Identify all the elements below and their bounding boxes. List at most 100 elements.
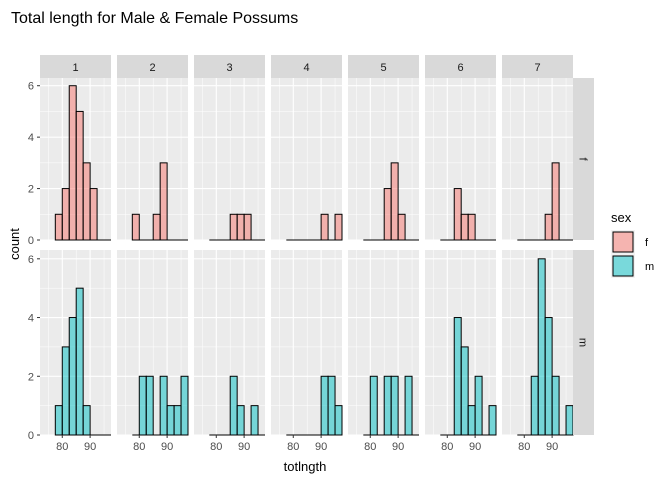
- legend-label-f: f: [645, 237, 649, 249]
- facet-panel-f-6: [425, 78, 496, 241]
- legend-label-m: m: [645, 261, 654, 273]
- histogram-bar: [334, 405, 343, 436]
- histogram-bar: [159, 375, 168, 436]
- column-strip-bg: [40, 55, 111, 78]
- panel-background: [348, 78, 419, 240]
- x-tick-label: 80: [133, 441, 145, 453]
- facet-panels: [40, 78, 574, 436]
- row-strip-bg: [573, 78, 594, 240]
- facet-panel-f-3: [194, 78, 265, 241]
- histogram-bar: [68, 85, 77, 241]
- histogram-bar: [467, 213, 476, 241]
- histogram-bar: [551, 162, 560, 241]
- histogram-bar: [159, 162, 168, 241]
- histogram-bar: [68, 317, 77, 436]
- x-tick-label: 90: [392, 441, 404, 453]
- panel-background: [194, 250, 265, 435]
- histogram-bar: [383, 188, 392, 241]
- column-strip-bg: [194, 55, 265, 78]
- histogram-bar: [565, 405, 574, 436]
- y-tick-label: 2: [28, 184, 34, 196]
- histogram-bar: [320, 213, 329, 241]
- x-tick-label: 90: [238, 441, 250, 453]
- y-tick-label: 2: [28, 371, 34, 383]
- panel-background: [194, 78, 265, 240]
- facet-panel-f-2: [117, 78, 188, 241]
- x-axis-title: totlngth: [284, 459, 327, 474]
- x-tick-label: 90: [546, 441, 558, 453]
- facet-panel-m-1: [40, 250, 111, 436]
- column-strip-bg: [271, 55, 342, 78]
- x-tick-label: 80: [210, 441, 222, 453]
- histogram-bar: [166, 405, 175, 436]
- legend-items: fm: [611, 230, 654, 278]
- histogram-bar: [89, 188, 98, 241]
- legend-title: sex: [611, 210, 632, 225]
- histogram-bar: [236, 213, 245, 241]
- facet-panel-m-2: [117, 250, 189, 436]
- row-strip-label: f: [577, 157, 589, 161]
- histogram-bar: [236, 405, 245, 436]
- histogram-bar: [327, 375, 336, 436]
- row-strip-label: m: [577, 338, 589, 347]
- facet-panel-m-3: [194, 250, 265, 436]
- histogram-bar: [152, 213, 161, 241]
- panel-background: [117, 78, 188, 240]
- x-tick-label: 80: [518, 441, 530, 453]
- axes: 0 2 4 6 0 2 4 6 80 90 80 90 80 90 80 90 80 90 80 90 80 90: [28, 81, 558, 453]
- column-strip-label: 5: [380, 62, 386, 74]
- y-tick-label: 6: [28, 254, 34, 266]
- histogram-bar: [383, 375, 392, 436]
- histogram-bar: [75, 110, 84, 241]
- facet-panel-f-5: [348, 78, 419, 241]
- histogram-bar: [334, 213, 343, 241]
- x-tick-label: 80: [441, 441, 453, 453]
- histogram-bar: [82, 405, 91, 436]
- row-strip-bg: [573, 250, 594, 435]
- histogram-bar: [138, 375, 147, 436]
- facet-panel-m-6: [425, 250, 497, 436]
- facet-panel-f-1: [40, 78, 111, 241]
- y-tick-label: 6: [28, 81, 34, 93]
- panel-background: [502, 78, 573, 240]
- legend: sex fm: [611, 210, 654, 278]
- column-strip-bg: [117, 55, 188, 78]
- x-tick-label: 90: [469, 441, 481, 453]
- histogram-bar: [467, 405, 476, 436]
- x-tick-label: 80: [364, 441, 376, 453]
- panel-background: [271, 78, 342, 240]
- column-strip-label: 4: [303, 62, 309, 74]
- y-tick-label: 4: [28, 132, 34, 144]
- histogram-bar: [82, 162, 91, 241]
- histogram-bar: [131, 213, 140, 241]
- histogram-bar: [75, 287, 84, 436]
- histogram-bar: [460, 213, 469, 241]
- histogram-bar: [453, 188, 462, 241]
- facet-panel-m-4: [271, 250, 343, 436]
- histogram-bar: [460, 346, 469, 436]
- y-axis-title: count: [7, 228, 22, 260]
- histogram-bar: [390, 375, 399, 436]
- column-strip-label: 2: [149, 62, 155, 74]
- histogram-bar: [54, 405, 63, 436]
- facet-panel-f-7: [502, 78, 573, 241]
- legend-key-f: [612, 231, 634, 253]
- histogram-bar: [453, 317, 462, 436]
- histogram-bar: [54, 213, 63, 241]
- x-tick-label: 90: [315, 441, 327, 453]
- y-tick-label: 4: [28, 313, 34, 325]
- y-tick-label: 0: [28, 235, 34, 247]
- histogram-bar: [229, 375, 238, 436]
- column-strip-label: 1: [72, 62, 78, 74]
- chart-title: Total length for Male & Female Possums: [11, 10, 298, 27]
- histogram-bar: [551, 375, 560, 436]
- x-tick-label: 80: [287, 441, 299, 453]
- column-strip-label: 6: [457, 62, 463, 74]
- histogram-bar: [544, 213, 553, 241]
- histogram-bar: [397, 213, 406, 241]
- histogram-bar: [537, 258, 546, 436]
- histogram-bar: [369, 375, 378, 436]
- histogram-bar: [61, 346, 70, 436]
- histogram-bar: [390, 162, 399, 241]
